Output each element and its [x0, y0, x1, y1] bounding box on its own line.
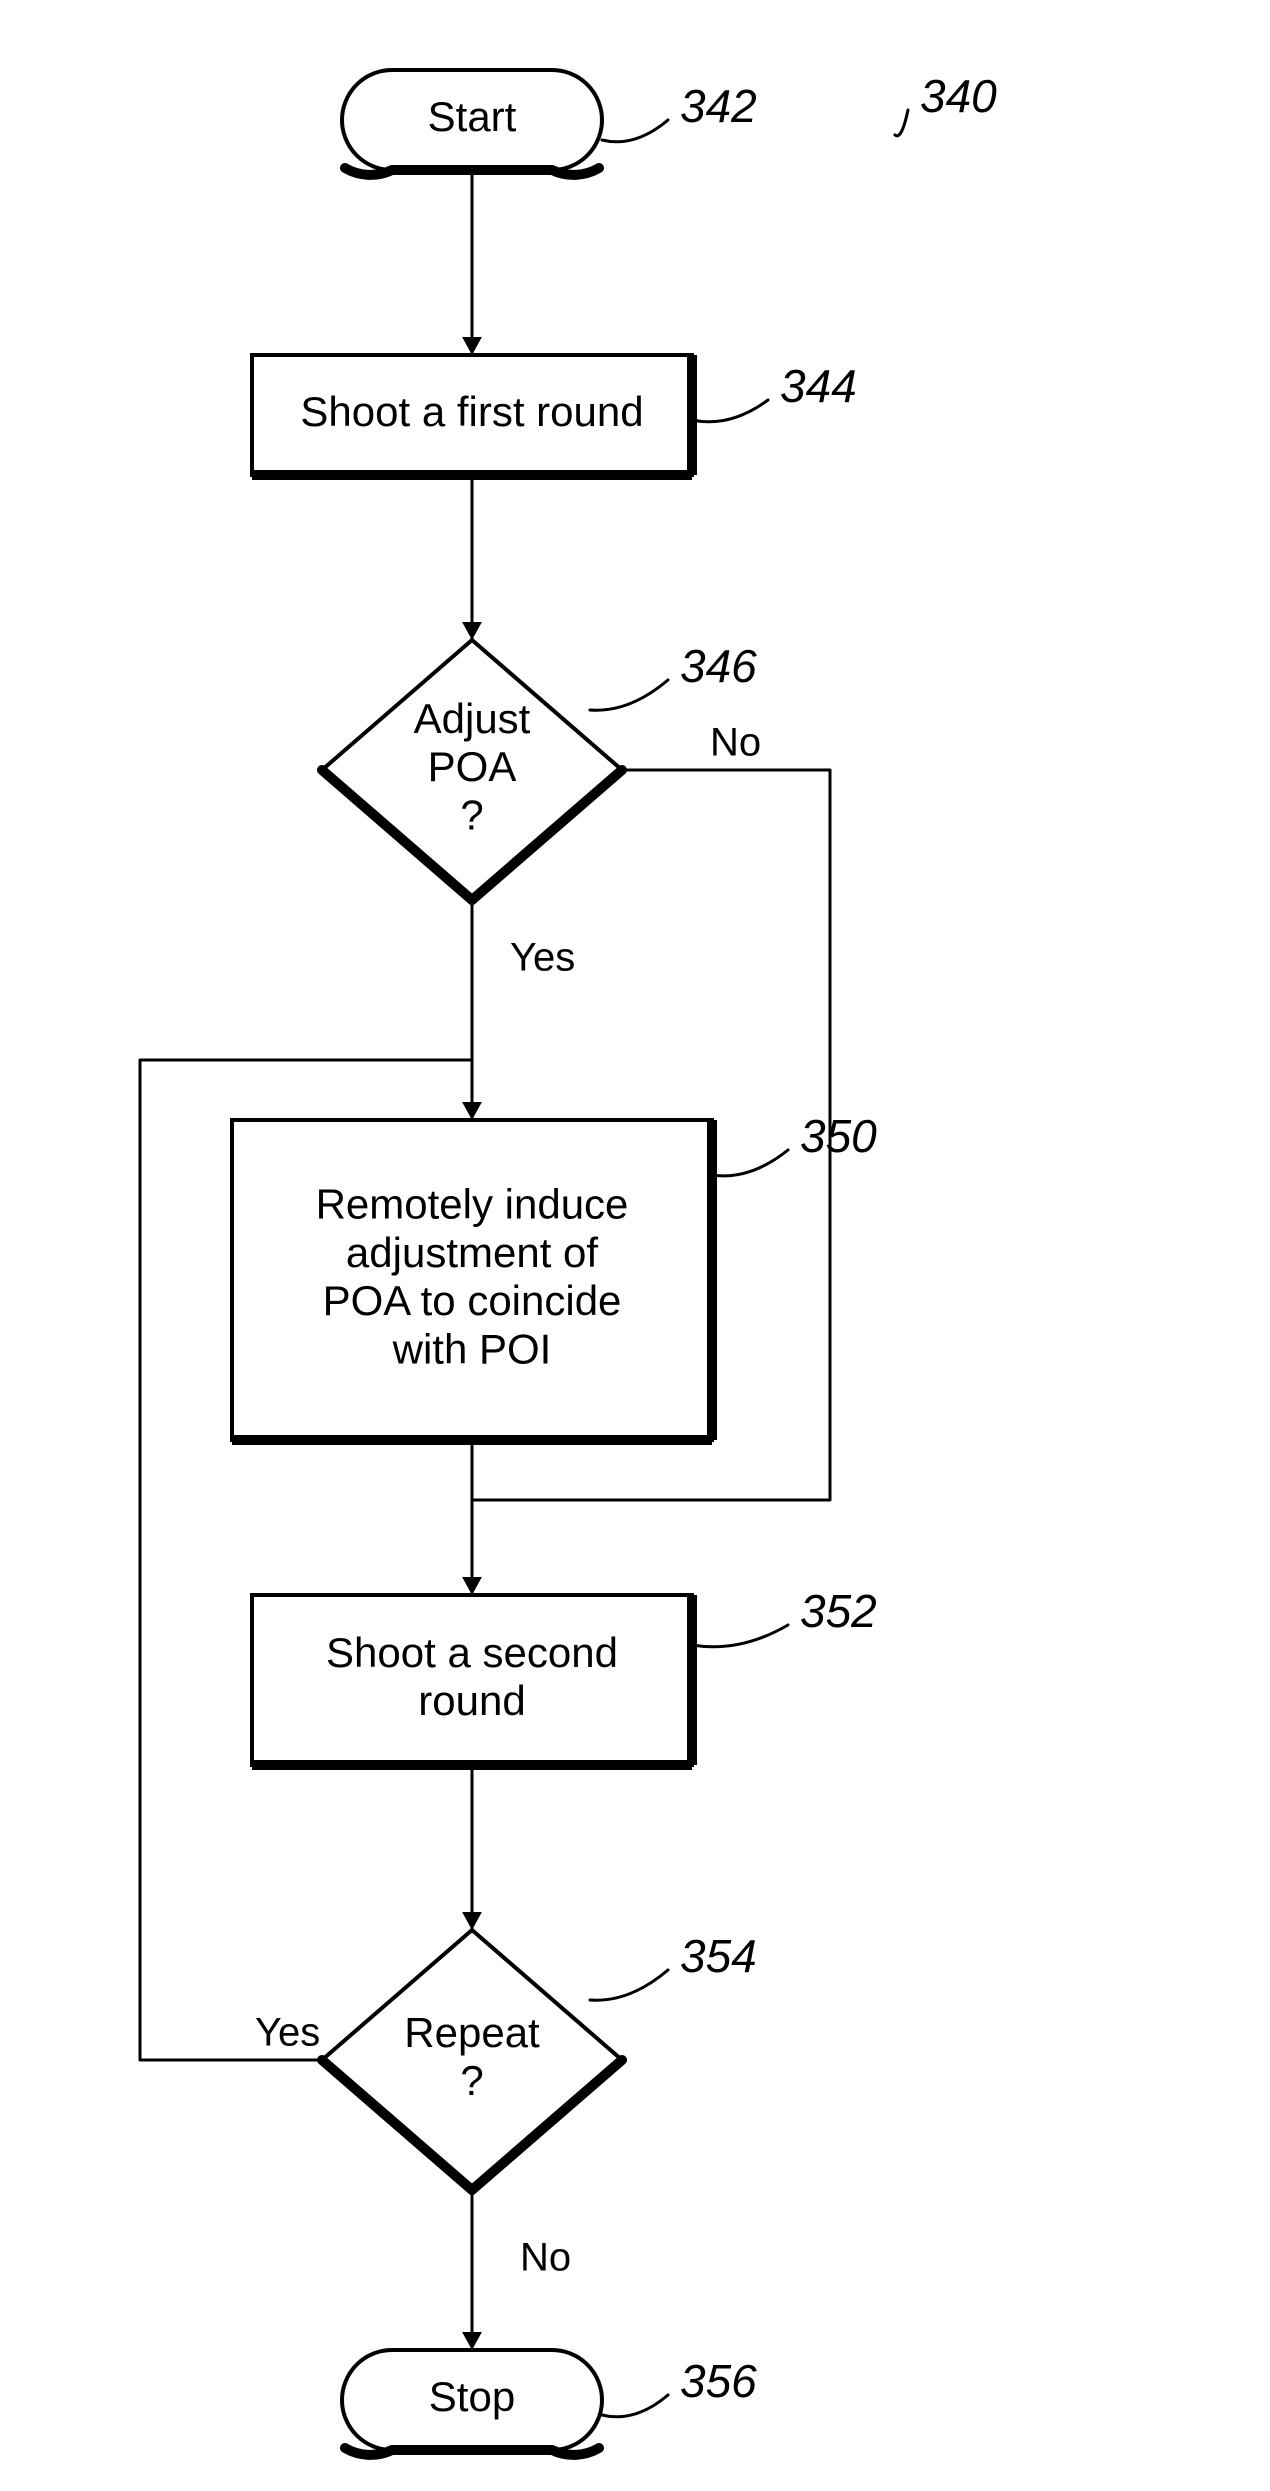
- svg-text:Start: Start: [428, 93, 517, 140]
- svg-text:Adjust: Adjust: [414, 695, 531, 742]
- svg-text:No: No: [520, 2236, 571, 2280]
- svg-text:352: 352: [800, 1585, 877, 1637]
- svg-text:356: 356: [680, 2355, 757, 2407]
- svg-text:342: 342: [680, 80, 757, 132]
- svg-text:with POI: with POI: [392, 1326, 552, 1373]
- svg-text:Yes: Yes: [510, 936, 575, 980]
- svg-text:340: 340: [920, 70, 997, 122]
- svg-text:POA: POA: [428, 743, 517, 790]
- svg-text:344: 344: [780, 360, 857, 412]
- svg-text:?: ?: [460, 2057, 483, 2104]
- svg-text:346: 346: [680, 640, 757, 692]
- svg-text:?: ?: [460, 791, 483, 838]
- svg-text:No: No: [710, 721, 761, 765]
- svg-text:Shoot a first round: Shoot a first round: [300, 388, 643, 435]
- svg-text:POA to coincide: POA to coincide: [323, 1277, 622, 1324]
- svg-text:Repeat: Repeat: [404, 2009, 540, 2056]
- svg-text:Shoot a second: Shoot a second: [326, 1629, 618, 1676]
- svg-text:354: 354: [680, 1930, 757, 1982]
- svg-text:350: 350: [800, 1110, 877, 1162]
- svg-text:round: round: [418, 1677, 525, 1724]
- svg-text:Remotely induce: Remotely induce: [316, 1181, 629, 1228]
- svg-text:Yes: Yes: [255, 2011, 320, 2055]
- svg-text:adjustment of: adjustment of: [346, 1229, 598, 1276]
- svg-text:Stop: Stop: [429, 2373, 515, 2420]
